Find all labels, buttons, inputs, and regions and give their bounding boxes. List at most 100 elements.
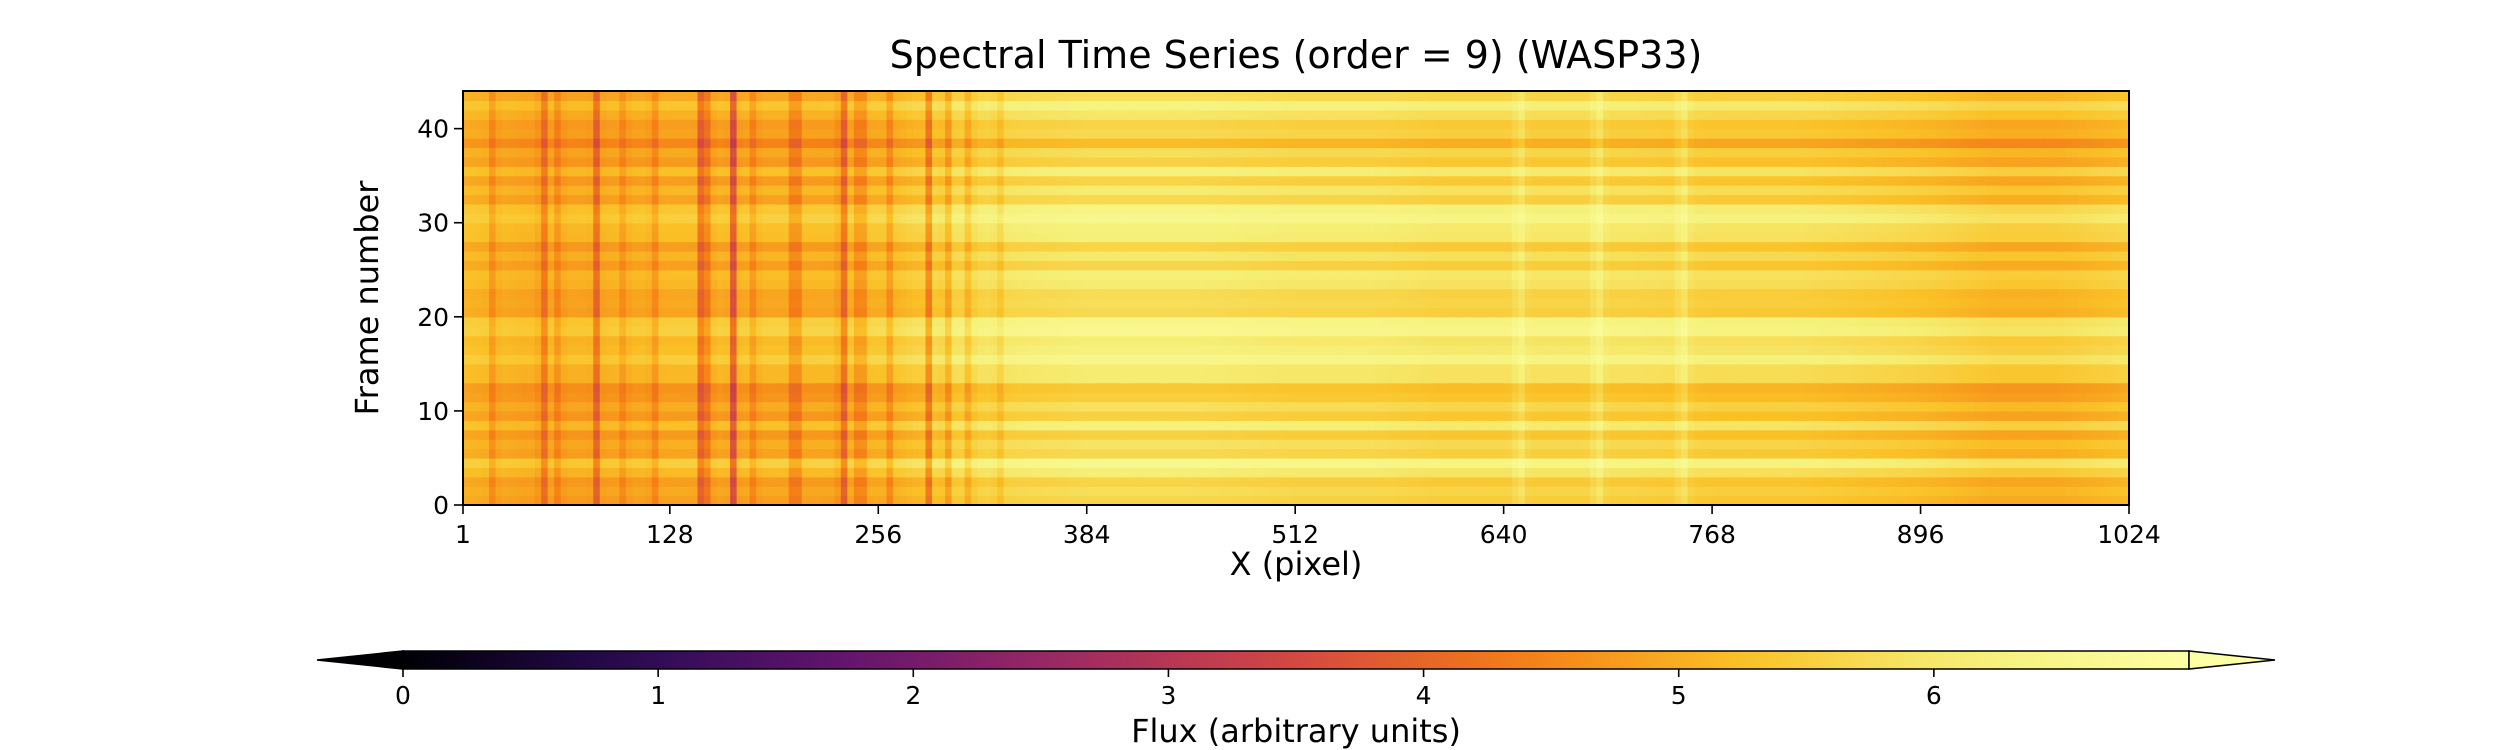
heatmap-cell (1309, 392, 1317, 403)
heatmap-cell (1980, 326, 1988, 337)
heatmap-cell (1290, 401, 1298, 412)
heatmap-cell (1889, 382, 1897, 393)
heatmap-cell (645, 401, 653, 412)
heatmap-cell (1837, 382, 1845, 393)
heatmap-cell (756, 326, 764, 337)
heatmap-cell (1772, 373, 1780, 384)
heatmap-cell (502, 467, 510, 478)
heatmap-cell (1915, 420, 1923, 431)
heatmap-cell (684, 448, 692, 459)
heatmap-cell (1459, 345, 1467, 356)
heatmap-cell (2052, 382, 2060, 393)
heatmap-cell (1173, 457, 1181, 468)
heatmap-cell (1778, 345, 1786, 356)
heatmap-cell (1420, 448, 1428, 459)
heatmap-cell (1244, 335, 1252, 346)
heatmap-cell (1993, 345, 2001, 356)
heatmap-cell (489, 373, 497, 384)
heatmap-cell (1107, 439, 1116, 450)
heatmap-cell (1661, 373, 1669, 384)
heatmap-cell (912, 420, 920, 431)
heatmap-cell (1114, 486, 1122, 497)
heatmap-cell (1700, 448, 1708, 459)
heatmap-cell (730, 486, 738, 497)
heatmap-cell (1889, 476, 1897, 487)
heatmap-cell (1524, 326, 1532, 337)
heatmap-cell (847, 448, 855, 459)
heatmap-cell (1596, 363, 1604, 374)
heatmap-cell (619, 316, 627, 327)
heatmap-cell (1355, 345, 1363, 356)
heatmap-cell (1023, 354, 1031, 365)
heatmap-cell (2117, 363, 2125, 374)
heatmap-cell (2124, 392, 2129, 403)
heatmap-cell (1374, 363, 1383, 374)
heatmap-cell (1987, 382, 1995, 393)
heatmap-cell (1935, 382, 1943, 393)
heatmap-cell (1616, 448, 1624, 459)
heatmap-cell (717, 448, 725, 459)
heatmap-cell (1837, 467, 1845, 478)
heatmap-cell (1401, 363, 1409, 374)
heatmap-cell (1967, 392, 1975, 403)
heatmap-cell (1218, 448, 1226, 459)
heatmap-cell (1948, 467, 1956, 478)
heatmap-cell (1322, 335, 1330, 346)
heatmap-cell (1290, 354, 1298, 365)
heatmap-cell (1876, 345, 1884, 356)
heatmap-cell (1368, 457, 1376, 468)
heatmap-cell (1479, 326, 1487, 337)
heatmap-cell (1342, 439, 1350, 450)
heatmap-cell (1368, 467, 1376, 478)
heatmap-cell (984, 429, 992, 440)
heatmap-cell (1042, 467, 1050, 478)
heatmap-cell (704, 326, 712, 337)
heatmap-cell (840, 316, 848, 327)
heatmap-cell (1290, 457, 1298, 468)
heatmap-cell (677, 354, 686, 365)
heatmap-cell (1550, 429, 1558, 440)
heatmap-cell (560, 345, 568, 356)
heatmap-cell (892, 410, 901, 421)
heatmap-cell (1896, 420, 1904, 431)
heatmap-cell (1961, 448, 1969, 459)
heatmap-cell (1765, 410, 1773, 421)
heatmap-cell (1681, 354, 1689, 365)
heatmap-cell (1453, 476, 1461, 487)
heatmap-cell (554, 420, 562, 431)
heatmap-cell (2124, 354, 2129, 365)
heatmap-cell (612, 345, 620, 356)
heatmap-cell (619, 467, 627, 478)
heatmap-cell (697, 476, 705, 487)
heatmap-cell (521, 486, 529, 497)
heatmap-cell (1915, 363, 1923, 374)
heatmap-cell (463, 486, 471, 497)
heatmap-cell (860, 335, 868, 346)
heatmap-cell (997, 401, 1005, 412)
heatmap-cell (1518, 382, 1526, 393)
heatmap-cell (1896, 486, 1904, 497)
heatmap-cell (1857, 429, 1865, 440)
heatmap-cell (645, 316, 653, 327)
heatmap-cell (2006, 345, 2014, 356)
heatmap-cell (886, 410, 894, 421)
heatmap-cell (1309, 345, 1317, 356)
heatmap-cell (1642, 476, 1650, 487)
heatmap-cell (977, 410, 985, 421)
heatmap-cell (1003, 476, 1011, 487)
heatmap-cell (1746, 392, 1754, 403)
heatmap-cell (1935, 439, 1943, 450)
heatmap-cell (1707, 392, 1715, 403)
heatmap-cell (1948, 401, 1956, 412)
heatmap-cell (873, 476, 881, 487)
heatmap-cell (1010, 335, 1018, 346)
heatmap-cell (1205, 467, 1213, 478)
heatmap-cell (918, 382, 927, 393)
heatmap-cell (788, 410, 796, 421)
heatmap-cell (1980, 382, 1988, 393)
heatmap-cell (1094, 392, 1102, 403)
heatmap-cell (2085, 439, 2093, 450)
heatmap-cell (1153, 420, 1161, 431)
heatmap-cell (1133, 410, 1142, 421)
